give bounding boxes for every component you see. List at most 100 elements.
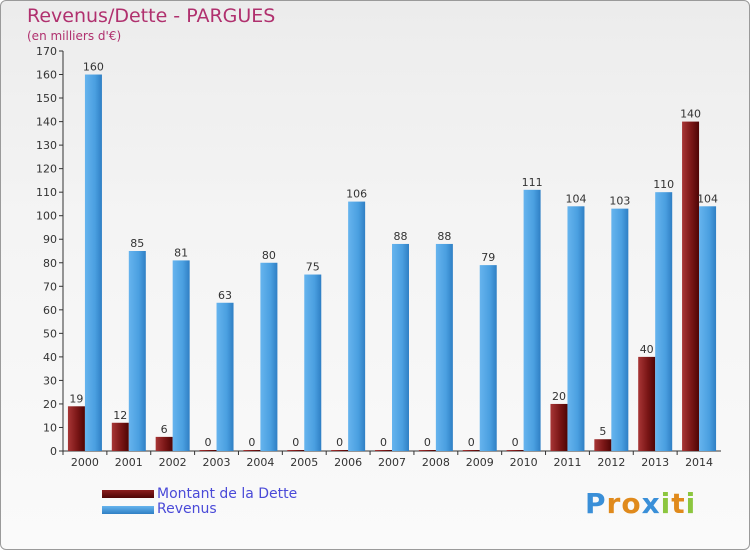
bar-dette-2000	[67, 406, 85, 451]
data-label-revenus: 63	[218, 289, 232, 302]
data-label-revenus: 75	[306, 261, 320, 274]
bar-dette-2005	[287, 450, 305, 451]
x-tick-label: 2012	[597, 456, 625, 469]
bar-revenus-2014	[699, 206, 717, 451]
legend-label-debt: Montant de la Dette	[157, 486, 298, 502]
data-label-dette: 19	[69, 392, 83, 405]
bar-dette-2007	[375, 450, 392, 451]
bar-dette-2012	[594, 439, 612, 451]
bar-dette-2011	[550, 403, 568, 451]
bar-revenus-2001	[128, 251, 146, 451]
x-tick-label: 2004	[246, 456, 274, 469]
y-tick-label: 50	[43, 327, 57, 340]
y-tick-label: 140	[36, 116, 57, 129]
proxiti-logo: Proxiti	[585, 487, 697, 520]
legend-label-revenus: Revenus	[157, 501, 217, 517]
y-tick-label: 90	[43, 233, 57, 246]
bar-revenus-2007	[392, 243, 409, 451]
bar-revenus-2006	[348, 201, 366, 451]
x-tick-label: 2002	[159, 456, 187, 469]
data-label-dette: 0	[424, 436, 431, 449]
y-tick-label: 10	[43, 421, 57, 434]
x-tick-label: 2005	[290, 456, 318, 469]
y-tick-label: 170	[36, 45, 57, 58]
data-label-revenus: 85	[130, 237, 144, 250]
bar-revenus-2010	[523, 189, 541, 451]
data-label-dette: 6	[161, 423, 168, 436]
y-tick-label: 60	[43, 304, 57, 317]
y-tick-label: 120	[36, 163, 57, 176]
data-label-dette: 20	[552, 390, 566, 403]
data-label-dette: 0	[248, 436, 255, 449]
y-tick-label: 100	[36, 210, 57, 223]
data-label-dette: 0	[205, 436, 212, 449]
data-label-revenus: 81	[174, 246, 188, 259]
data-label-dette: 0	[380, 436, 387, 449]
x-tick-label: 2008	[422, 456, 450, 469]
data-label-revenus: 88	[437, 230, 451, 243]
x-tick-label: 2007	[378, 456, 406, 469]
data-label-revenus: 79	[481, 251, 495, 264]
data-label-dette: 0	[468, 436, 475, 449]
x-tick-label: 2010	[510, 456, 538, 469]
bar-revenus-2002	[172, 260, 190, 451]
bar-revenus-2008	[435, 243, 453, 451]
data-label-dette: 40	[640, 343, 654, 356]
y-tick-label: 110	[36, 186, 57, 199]
bar-revenus-2004	[260, 262, 278, 451]
x-tick-label: 2000	[71, 456, 99, 469]
chart-title: Revenus/Dette - PARGUES	[27, 5, 276, 27]
bar-revenus-2000	[84, 74, 102, 451]
y-tick-label: 80	[43, 257, 57, 270]
y-tick-label: 70	[43, 280, 57, 293]
x-tick-label: 2011	[553, 456, 581, 469]
y-tick-label: 20	[43, 398, 57, 411]
bar-revenus-2005	[304, 274, 322, 451]
data-label-revenus: 88	[394, 230, 408, 243]
bar-dette-2001	[111, 422, 129, 451]
x-tick-label: 2006	[334, 456, 362, 469]
data-label-dette: 0	[292, 436, 299, 449]
data-label-dette: 12	[113, 409, 127, 422]
bar-dette-2002	[155, 436, 173, 451]
data-label-revenus: 110	[653, 178, 674, 191]
x-tick-label: 2001	[115, 456, 143, 469]
bar-revenus-2012	[611, 208, 629, 451]
bar-dette-2004	[243, 450, 261, 451]
data-label-revenus: 111	[522, 176, 543, 189]
y-tick-label: 40	[43, 351, 57, 364]
data-label-dette: 5	[599, 425, 606, 438]
data-label-dette: 0	[336, 436, 343, 449]
data-label-revenus: 104	[565, 192, 586, 205]
bar-dette-2014	[682, 121, 700, 452]
bar-revenus-2011	[567, 206, 585, 451]
data-label-revenus: 104	[697, 192, 718, 205]
y-tick-label: 130	[36, 139, 57, 152]
legend-swatch-debt	[102, 490, 154, 498]
x-tick-label: 2009	[466, 456, 494, 469]
bar-dette-2006	[331, 450, 349, 451]
data-label-revenus: 160	[83, 61, 104, 74]
bar-dette-2013	[638, 356, 656, 451]
x-tick-label: 2013	[641, 456, 669, 469]
data-label-dette: 140	[680, 108, 701, 121]
data-label-revenus: 103	[609, 195, 630, 208]
x-tick-label: 2014	[685, 456, 713, 469]
data-label-revenus: 80	[262, 249, 276, 262]
y-tick-label: 30	[43, 374, 57, 387]
bar-revenus-2009	[479, 265, 497, 451]
data-label-dette: 0	[512, 436, 519, 449]
bar-dette-2010	[506, 450, 524, 451]
bar-revenus-2013	[655, 192, 673, 452]
y-tick-label: 150	[36, 92, 57, 105]
bar-dette-2008	[418, 450, 436, 451]
bar-dette-2009	[462, 450, 480, 451]
bar-dette-2003	[199, 450, 217, 451]
y-tick-label: 160	[36, 69, 57, 82]
x-tick-label: 2003	[203, 456, 231, 469]
legend-swatch-revenus	[102, 506, 154, 514]
bar-revenus-2003	[216, 302, 234, 451]
chart-subtitle: (en milliers d'€)	[27, 29, 122, 43]
